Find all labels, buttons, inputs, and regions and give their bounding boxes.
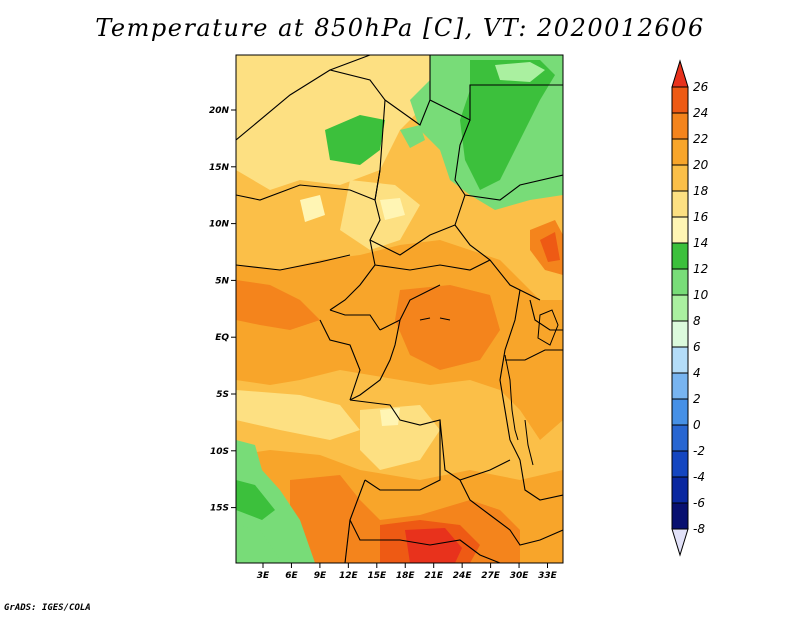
colorbar-label: 22 xyxy=(693,132,708,146)
lat-tick-label: 20N xyxy=(209,106,230,116)
lat-tick-label: 10S xyxy=(210,447,229,457)
colorbar-label: 6 xyxy=(693,340,701,354)
lat-tick-label: 15N xyxy=(209,163,230,173)
lakes xyxy=(419,309,559,466)
country-borders xyxy=(236,55,563,563)
temperature-region-12-14 xyxy=(460,60,555,190)
longitude-axis: 3E 6E 9E 12E 15E 18E 21E 24E 27E 30E 33E xyxy=(257,563,558,581)
colorbar-segment xyxy=(671,164,689,192)
colorbar-segment xyxy=(671,372,689,400)
colorbar-segment xyxy=(671,398,689,426)
colorbar-label: 18 xyxy=(693,184,709,198)
lat-tick-label: 5S xyxy=(216,390,229,400)
temperature-region-10-12 xyxy=(400,125,425,148)
colorbar-segment xyxy=(671,138,689,166)
colorbar-label: -2 xyxy=(693,444,705,458)
colorbar-segment xyxy=(671,320,689,348)
temperature-region-10-12 xyxy=(236,525,280,563)
colorbar-label: -6 xyxy=(693,496,705,510)
temperature-region-26 xyxy=(405,528,462,563)
lat-tick-label: 15S xyxy=(210,504,229,514)
lat-tick-label: EQ xyxy=(215,333,229,343)
lon-tick-label: 18E xyxy=(396,571,416,581)
colorbar-segment xyxy=(671,450,689,478)
colorbar-segment xyxy=(671,86,689,114)
lon-tick-label: 30E xyxy=(510,571,530,581)
colorbar-label: 8 xyxy=(693,314,701,328)
lon-tick-label: 6E xyxy=(285,571,298,581)
map-plot-area xyxy=(236,55,563,563)
temperature-region-14-16 xyxy=(380,198,405,220)
colorbar-segment xyxy=(671,268,689,296)
colorbar-segment xyxy=(671,346,689,374)
colorbar-label: 24 xyxy=(693,106,708,120)
colorbar-segment xyxy=(671,190,689,218)
lat-tick-label: 10N xyxy=(209,220,230,230)
lon-tick-label: 21E xyxy=(424,571,444,581)
lon-tick-label: 9E xyxy=(314,571,327,581)
temperature-region-22-24 xyxy=(395,285,500,370)
colorbar-segment xyxy=(671,294,689,322)
colorbar-label: 20 xyxy=(693,158,709,172)
colorbar-upper-triangle xyxy=(671,59,689,88)
temperature-region-16-18 xyxy=(360,405,440,470)
temperature-region-20-22 xyxy=(236,240,563,440)
temperature-region-12-14 xyxy=(236,480,275,520)
colorbar-segment xyxy=(671,112,689,140)
colorbar-segment xyxy=(671,242,689,270)
lat-tick-label: 5N xyxy=(215,276,229,286)
colorbar-label: 0 xyxy=(693,418,701,432)
map-title: Temperature at 850hPa [C], VT: 202001260… xyxy=(95,14,705,42)
temperature-region-14-16 xyxy=(380,408,400,426)
colorbar-label: 10 xyxy=(693,288,709,302)
temperature-region-24-26 xyxy=(540,232,560,262)
temperature-region-14-16 xyxy=(300,195,325,222)
colorbar-label: -4 xyxy=(693,470,705,484)
colorbar-segment xyxy=(671,424,689,452)
colorbar-lower-triangle xyxy=(671,528,689,557)
lon-tick-label: 3E xyxy=(257,571,270,581)
lon-tick-label: 24E xyxy=(453,571,473,581)
temperature-region-8-10 xyxy=(495,62,545,82)
colorbar-segment xyxy=(671,216,689,244)
map-frame xyxy=(235,54,564,564)
lon-tick-label: 12E xyxy=(339,571,359,581)
colorbar-label: -8 xyxy=(693,522,705,536)
latitude-axis: 20N 15N 10N 5N EQ 5S 10S 15S xyxy=(209,106,236,514)
colorbar-label: 26 xyxy=(693,80,709,94)
colorbar-label: 2 xyxy=(693,392,701,406)
temperature-region-16-18 xyxy=(340,180,420,250)
colorbar-segment xyxy=(671,476,689,504)
lon-tick-label: 33E xyxy=(538,571,558,581)
lon-tick-label: 15E xyxy=(367,571,387,581)
temperature-region-22-24 xyxy=(236,280,320,330)
lon-tick-label: 27E xyxy=(481,571,501,581)
colorbar-segment xyxy=(671,502,689,530)
colorbar-label: 12 xyxy=(693,262,708,276)
colorbar-label: 4 xyxy=(693,366,701,380)
grads-credit: GrADS: IGES/COLA xyxy=(4,603,91,613)
temperature-region-12-14 xyxy=(325,115,385,165)
colorbar-label: 16 xyxy=(693,210,709,224)
temperature-region-16-18 xyxy=(236,390,360,440)
colorbar-label: 14 xyxy=(693,236,708,250)
